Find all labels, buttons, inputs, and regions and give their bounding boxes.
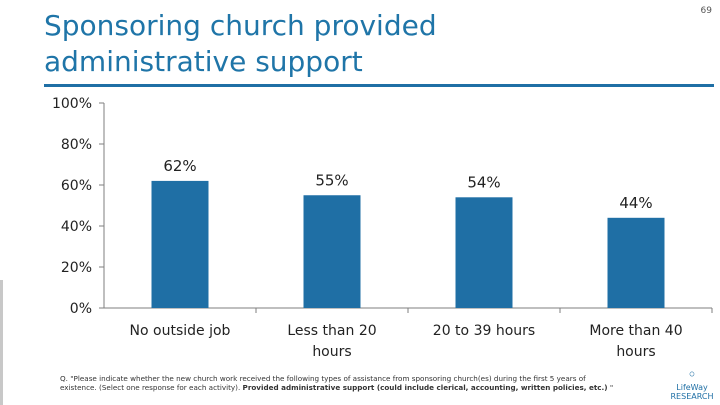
bar: [607, 217, 665, 308]
category-label: No outside job: [130, 323, 231, 339]
survey-footnote: Q. "Please indicate whether the new chur…: [60, 374, 620, 392]
y-tick-label: 20%: [61, 260, 92, 276]
lifeway-logo-icon: ◦: [687, 365, 697, 384]
left-decorative-strip: [0, 280, 3, 405]
page-number: 69: [700, 6, 712, 16]
page-title: Sponsoring church provided administrativ…: [44, 9, 437, 78]
category-label: More than 40 hours: [589, 323, 682, 360]
title-divider: [44, 84, 714, 87]
data-label: 55%: [315, 171, 348, 189]
category-label: 20 to 39 hours: [433, 323, 535, 339]
y-tick-label: 60%: [61, 178, 92, 194]
data-label: 44%: [619, 194, 652, 212]
y-tick-label: 100%: [52, 96, 92, 112]
footnote-question: Q. "Please indicate whether the new chur…: [60, 374, 586, 392]
logo-line2: RESEARCH: [670, 392, 714, 401]
category-label: Less than 20 hours: [287, 323, 376, 360]
y-tick-label: 40%: [61, 219, 92, 235]
bar: [303, 195, 361, 308]
footnote-end: ": [607, 383, 614, 392]
y-tick-label: 0%: [70, 301, 92, 317]
data-label: 62%: [163, 157, 196, 175]
lifeway-logo: ◦ LifeWay RESEARCH: [670, 365, 714, 402]
bar: [455, 197, 513, 308]
bar: [151, 180, 209, 308]
data-label: 54%: [467, 173, 500, 191]
footnote-bold: Provided administrative support (could i…: [242, 383, 608, 392]
logo-line1: LifeWay: [676, 383, 708, 392]
y-tick-label: 80%: [61, 137, 92, 153]
